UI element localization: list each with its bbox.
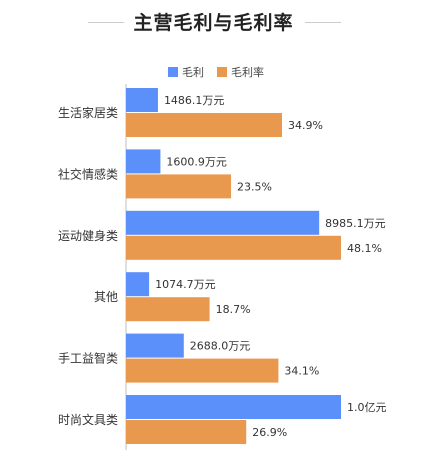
legend-swatch-rate — [217, 67, 227, 77]
data-label-margin-4: 2688.0万元 — [190, 340, 251, 353]
bar-rate-5 — [126, 420, 247, 444]
category-label-4: 手工益智类 — [58, 351, 118, 366]
data-label-rate-0: 34.9% — [288, 119, 323, 132]
chart-title-area: 主营毛利与毛利率 — [0, 8, 427, 36]
category-label-3: 其他 — [94, 290, 118, 304]
bar-margin-0 — [126, 88, 158, 112]
bar-rate-3 — [126, 297, 210, 322]
data-label-margin-2: 8985.1万元 — [325, 217, 386, 230]
data-label-rate-1: 23.5% — [237, 180, 272, 193]
data-label-rate-5: 26.9% — [252, 426, 287, 439]
legend-label-margin: 毛利 — [182, 66, 204, 79]
category-label-5: 时尚文具类 — [58, 412, 118, 427]
bar-margin-1 — [126, 149, 161, 174]
data-label-margin-1: 1600.9万元 — [166, 155, 227, 168]
category-label-2: 运动健身类 — [58, 228, 118, 243]
bar-margin-4 — [126, 333, 184, 358]
bar-rate-4 — [126, 358, 279, 383]
bar-margin-3 — [126, 272, 150, 297]
category-label-0: 生活家居类 — [58, 105, 118, 120]
bar-margin-5 — [126, 395, 341, 419]
category-label-1: 社交情感类 — [58, 166, 118, 181]
legend-label-rate: 毛利率 — [231, 65, 264, 79]
data-label-margin-5: 1.0亿元 — [347, 401, 387, 414]
title-rule-left — [88, 22, 124, 23]
data-label-rate-3: 18.7% — [216, 303, 251, 316]
bar-rate-0 — [126, 113, 282, 137]
bar-rate-1 — [126, 174, 232, 199]
bar-margin-2 — [126, 210, 320, 235]
data-label-margin-3: 1074.7万元 — [155, 278, 216, 291]
data-label-margin-0: 1486.1万元 — [164, 94, 225, 107]
data-label-rate-2: 48.1% — [347, 242, 382, 255]
legend-swatch-margin — [168, 67, 178, 77]
title-rule-right — [305, 22, 341, 23]
chart-title: 主营毛利与毛利率 — [133, 12, 294, 34]
data-label-rate-4: 34.1% — [284, 365, 319, 378]
bar-rate-2 — [126, 235, 341, 260]
